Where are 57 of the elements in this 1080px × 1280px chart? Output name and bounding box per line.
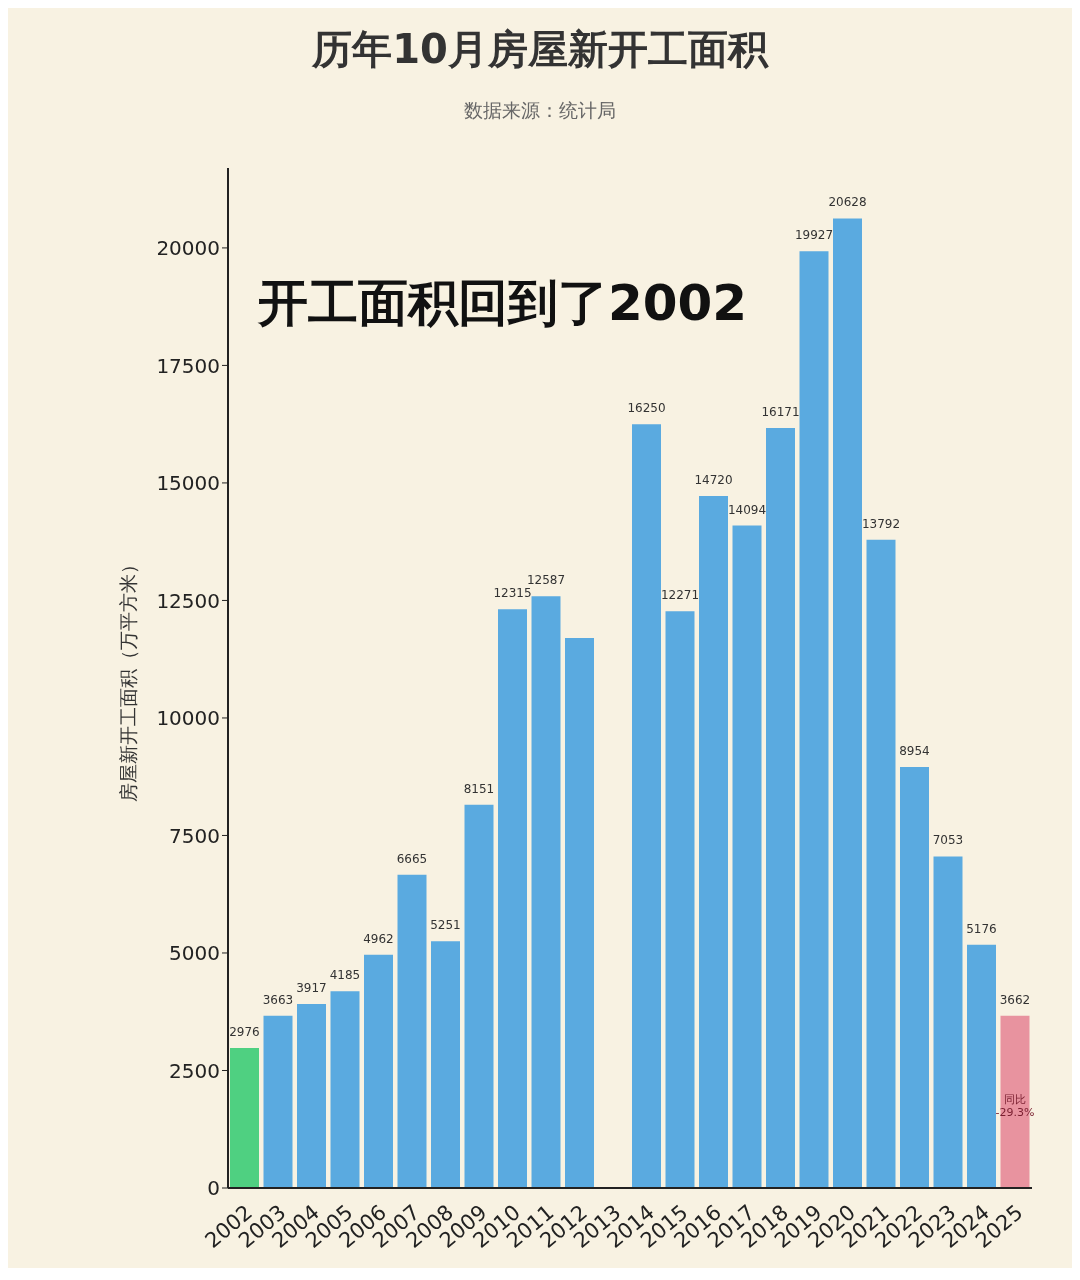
data-label: 16171 [761, 404, 800, 419]
data-label: 3663 [262, 992, 294, 1007]
bar [866, 539, 896, 1188]
bar [799, 251, 829, 1188]
bar [967, 944, 996, 1188]
data-label: 4962 [363, 931, 394, 946]
y-tick-label: 2500 [169, 1058, 220, 1083]
data-label: 3917 [296, 980, 327, 995]
annotation: 开工面积回到了2002 [258, 273, 748, 334]
y-tick-label: 5000 [169, 941, 220, 966]
chart-title: 历年10月房屋新开工面积 [311, 25, 770, 74]
y-tick-label: 7500 [169, 823, 220, 848]
bar [632, 424, 661, 1188]
y-tick-label: 10000 [156, 706, 220, 731]
data-label: 4185 [329, 968, 361, 983]
data-label: 6665 [396, 851, 428, 866]
data-label: 12587 [526, 573, 566, 588]
chart-subtitle: 数据来源：统计局 [463, 98, 617, 123]
data-label: 2976 [229, 1025, 260, 1040]
bar [230, 1048, 259, 1188]
data-label: 19927 [794, 228, 834, 243]
data-label: 8151 [463, 781, 495, 796]
bar [431, 941, 460, 1188]
bar [464, 804, 494, 1188]
bar [397, 874, 427, 1188]
bar [699, 496, 728, 1188]
bar [330, 991, 360, 1188]
data-label: 20628 [828, 195, 867, 210]
data-label: 16250 [627, 401, 666, 416]
bar [565, 638, 594, 1188]
data-label: 12271 [660, 588, 700, 603]
y-tick-label: 0 [207, 1176, 220, 1201]
bar [531, 596, 561, 1188]
data-label: 7053 [932, 833, 964, 848]
y-tick-label: 20000 [156, 236, 220, 261]
data-label: 3662 [999, 992, 1031, 1007]
bar [766, 427, 795, 1188]
bar [364, 954, 393, 1188]
bar [900, 767, 929, 1188]
data-label: 5176 [966, 921, 997, 936]
data-label: 13792 [861, 516, 901, 531]
bar [732, 525, 762, 1188]
bar [263, 1015, 293, 1188]
y-axis-title: 房屋新开工面积（万平方米） [116, 554, 139, 802]
data-label: 12315 [493, 586, 532, 601]
data-label: 14720 [694, 473, 733, 488]
bar [933, 856, 963, 1188]
bar [498, 609, 527, 1188]
data-label: 8954 [899, 744, 930, 759]
data-label: 5251 [430, 918, 461, 933]
bar [665, 611, 695, 1188]
data-label: 14094 [727, 502, 767, 517]
bar [297, 1003, 326, 1188]
y-tick-label: 17500 [156, 353, 220, 378]
y-tick-label: 15000 [156, 471, 220, 496]
bar [833, 218, 862, 1188]
y-tick-label: 12500 [156, 588, 220, 613]
